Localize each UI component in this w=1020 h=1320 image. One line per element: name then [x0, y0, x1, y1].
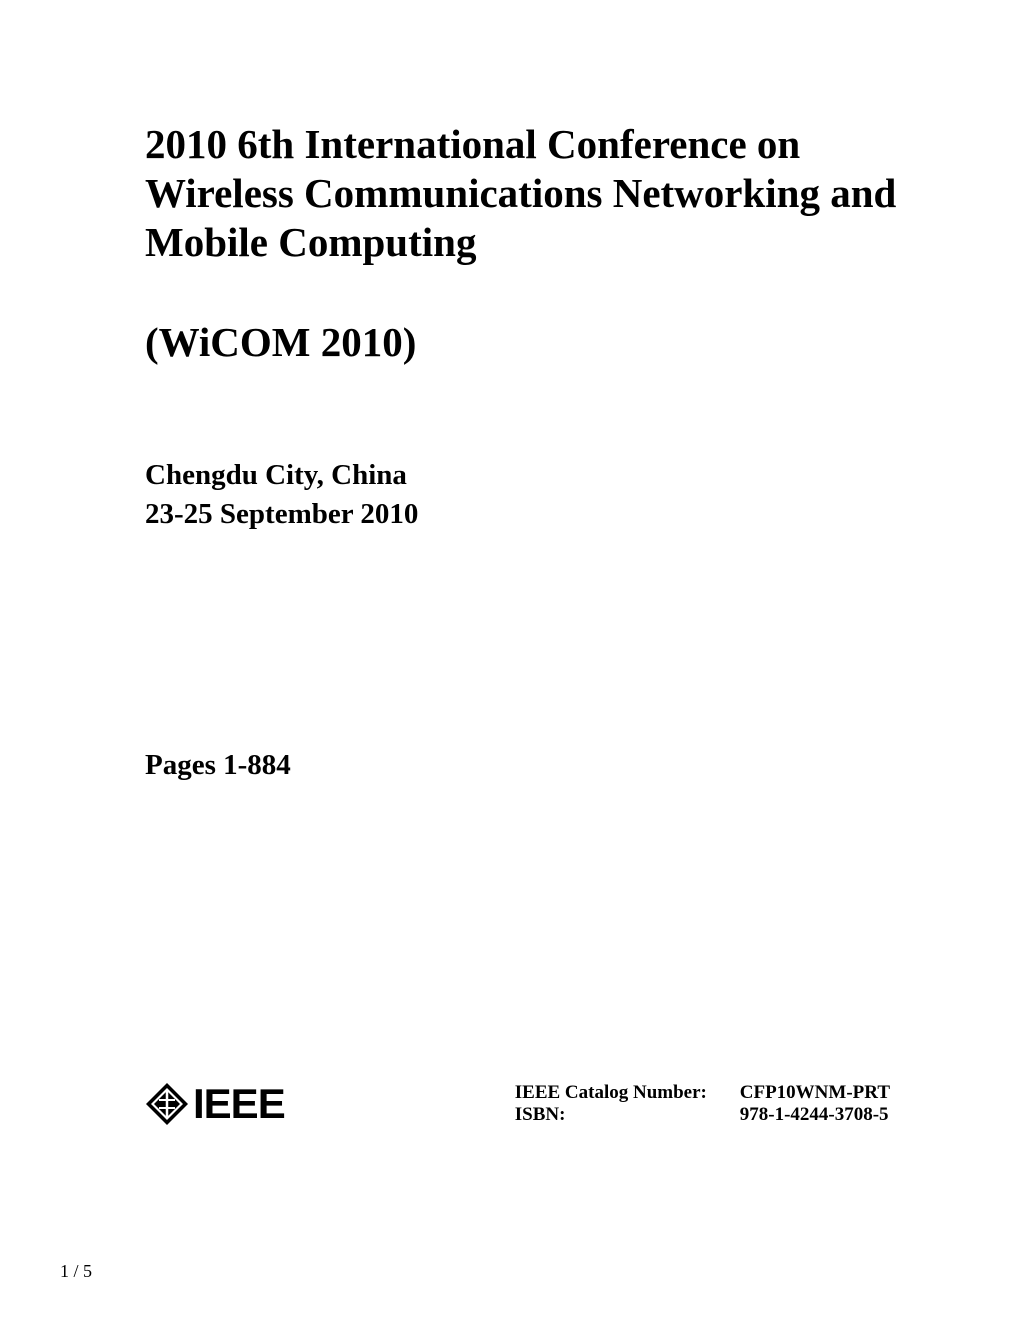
ieee-logo: IEEE — [145, 1080, 285, 1128]
conference-title: 2010 6th International Conference on Wir… — [145, 120, 920, 268]
date-line: 23-25 September 2010 — [145, 495, 920, 534]
footer-row: IEEE IEEE Catalog Number: CFP10WNM-PRT I… — [145, 1080, 890, 1128]
catalog-number-value: CFP10WNM-PRT — [740, 1082, 890, 1104]
location-date-block: Chengdu City, China 23-25 September 2010 — [145, 456, 920, 534]
catalog-block: IEEE Catalog Number: CFP10WNM-PRT ISBN: … — [515, 1082, 890, 1126]
document-page: 2010 6th International Conference on Wir… — [0, 0, 1020, 782]
ieee-diamond-icon — [145, 1082, 189, 1126]
isbn-label: ISBN: — [515, 1104, 740, 1126]
ieee-text: IEEE — [193, 1080, 285, 1128]
catalog-number-row: IEEE Catalog Number: CFP10WNM-PRT — [515, 1082, 890, 1104]
isbn-value: 978-1-4244-3708-5 — [740, 1104, 889, 1126]
isbn-row: ISBN: 978-1-4244-3708-5 — [515, 1104, 890, 1126]
location-line: Chengdu City, China — [145, 456, 920, 495]
catalog-number-label: IEEE Catalog Number: — [515, 1082, 740, 1104]
conference-acronym: (WiCOM 2010) — [145, 318, 920, 366]
pages-line: Pages 1-884 — [145, 749, 920, 782]
page-counter: 1 / 5 — [60, 1261, 92, 1282]
